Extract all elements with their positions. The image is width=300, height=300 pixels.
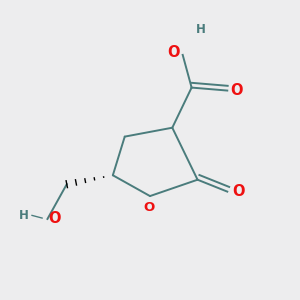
Text: H: H (19, 209, 28, 223)
Text: H: H (196, 23, 206, 36)
Text: O: O (232, 184, 245, 199)
Text: O: O (143, 201, 154, 214)
Text: O: O (230, 83, 242, 98)
Text: O: O (49, 212, 61, 226)
Text: O: O (167, 45, 179, 60)
